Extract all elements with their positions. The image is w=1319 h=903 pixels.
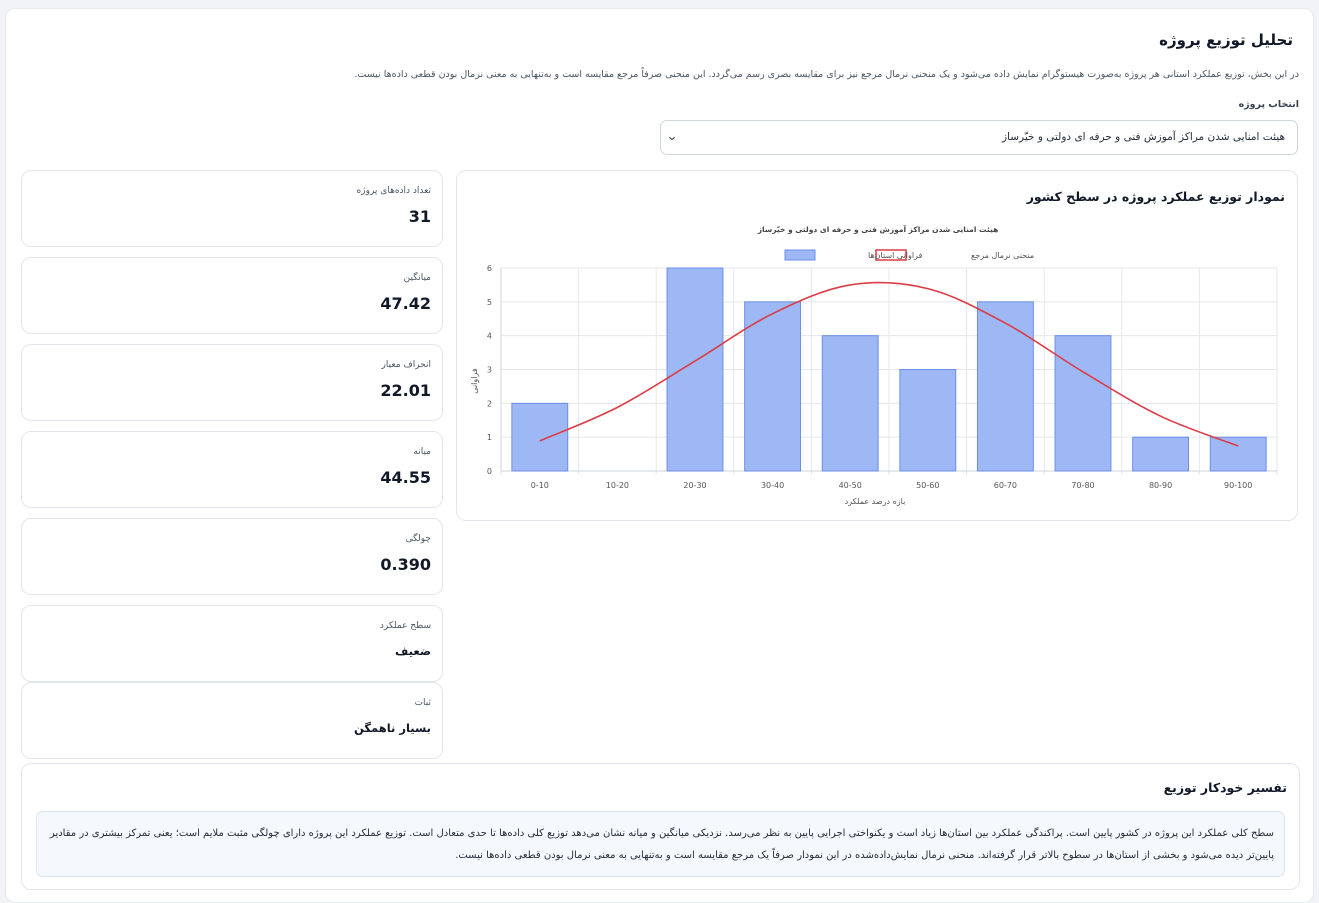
stat-label: میانگین xyxy=(403,273,431,283)
y-tick-label: 4 xyxy=(487,332,492,341)
stat-card-performance-level: سطح عملکرد ضعیف xyxy=(21,605,443,682)
chart-card: نمودار توزیع عملکرد پروژه در سطح کشور هی… xyxy=(456,170,1298,521)
x-tick-label: 40-50 xyxy=(839,481,862,490)
stat-value: 0.390 xyxy=(380,555,431,574)
x-tick-label: 70-80 xyxy=(1071,481,1094,490)
y-tick-label: 3 xyxy=(487,366,492,375)
project-select-value: هیئت امنایی شدن مراکز آموزش فنی و حرفه ا… xyxy=(1001,131,1285,143)
histogram-bar xyxy=(744,301,802,472)
x-tick-label: 80-90 xyxy=(1149,481,1172,490)
stat-card-median: میانه 44.55 xyxy=(21,431,443,508)
x-tick-label: 30-40 xyxy=(761,481,784,490)
chart-legend: منحنی نرمال مرجع فراوانی استان‌ها xyxy=(784,249,1034,261)
interpretation-title: تفسیر خودکار توزیع xyxy=(1163,780,1287,795)
stat-card-stability: ثبات بسیار ناهمگن xyxy=(21,682,443,759)
stat-label: تعداد داده‌های پروژه xyxy=(356,186,431,196)
x-tick-label: 10-20 xyxy=(606,481,629,490)
histogram-bar xyxy=(1054,335,1112,472)
chart-bars xyxy=(511,267,1267,472)
stat-label: سطح عملکرد xyxy=(379,621,431,631)
stat-card-std: انحراف معیار 22.01 xyxy=(21,344,443,421)
stat-value: 44.55 xyxy=(380,468,431,487)
y-tick-label: 5 xyxy=(487,298,492,307)
interpretation-text: سطح کلی عملکرد این پروژه در کشور پایین ا… xyxy=(36,811,1285,877)
stat-value: ضعیف xyxy=(395,644,431,658)
page-description: در این بخش، توزیع عملکرد استانی هر پروژه… xyxy=(354,69,1299,80)
stat-value: بسیار ناهمگن xyxy=(353,721,431,735)
stat-value: 31 xyxy=(408,207,431,226)
stat-label: انحراف معیار xyxy=(381,360,431,370)
x-axis-label: بازه درصد عملکرد xyxy=(845,497,906,506)
stat-card-mean: میانگین 47.42 xyxy=(21,257,443,334)
y-tick-label: 1 xyxy=(487,433,492,442)
legend-label-frequency: فراوانی استان‌ها xyxy=(868,251,922,260)
distribution-page: تحلیل توزیع پروژه در این بخش، توزیع عملک… xyxy=(5,8,1314,903)
x-tick-label: 20-30 xyxy=(683,481,706,490)
y-axis-label: فراوانی xyxy=(470,368,479,394)
project-select-label: انتخاب پروژه xyxy=(1238,99,1299,110)
project-select[interactable]: هیئت امنایی شدن مراکز آموزش فنی و حرفه ا… xyxy=(660,120,1298,155)
x-tick-label: 0-10 xyxy=(531,481,549,490)
stat-value: 22.01 xyxy=(380,381,431,400)
interpretation-card: تفسیر خودکار توزیع سطح کلی عملکرد این پر… xyxy=(21,763,1300,890)
histogram-bar xyxy=(511,402,569,472)
histogram-bar xyxy=(1209,436,1267,472)
histogram-bar xyxy=(1132,436,1190,472)
chart-title: هیئت امنایی شدن مراکز آموزش فنی و حرفه ا… xyxy=(757,224,999,234)
y-tick-label: 0 xyxy=(487,467,492,476)
x-tick-label: 60-70 xyxy=(994,481,1017,490)
x-axis-ticks: 0-10 10-20 20-30 30-40 40-50 50-60 60-70 70-80 8… xyxy=(531,481,1253,490)
histogram-bar xyxy=(666,267,724,472)
y-axis-ticks: 0 1 2 3 4 5 6 xyxy=(487,264,492,476)
x-tick-label: 90-100 xyxy=(1224,481,1252,490)
stat-label: چولگی xyxy=(405,534,431,544)
legend-label-normal-curve: منحنی نرمال مرجع xyxy=(971,251,1034,260)
page-title: تحلیل توزیع پروژه xyxy=(1159,31,1293,49)
stat-label: میانه xyxy=(413,447,431,457)
stat-card-skewness: چولگی 0.390 xyxy=(21,518,443,595)
legend-swatch-frequency xyxy=(784,249,816,261)
y-tick-label: 6 xyxy=(487,264,492,273)
x-tick-label: 50-60 xyxy=(916,481,939,490)
y-tick-label: 2 xyxy=(487,399,492,408)
chart-card-title: نمودار توزیع عملکرد پروژه در سطح کشور xyxy=(1026,189,1285,204)
histogram-bar xyxy=(899,369,957,472)
histogram-chart: هیئت امنایی شدن مراکز آموزش فنی و حرفه ا… xyxy=(470,224,1278,506)
chevron-down-icon: ⌄ xyxy=(665,129,679,143)
histogram-bar xyxy=(821,335,879,472)
legend-swatch-normal-curve xyxy=(875,249,907,261)
stat-value: 47.42 xyxy=(380,294,431,313)
stat-label: ثبات xyxy=(414,698,431,708)
histogram-bar xyxy=(976,301,1034,472)
stat-card-count: تعداد داده‌های پروژه 31 xyxy=(21,170,443,247)
normal-curve-line xyxy=(539,281,1239,447)
